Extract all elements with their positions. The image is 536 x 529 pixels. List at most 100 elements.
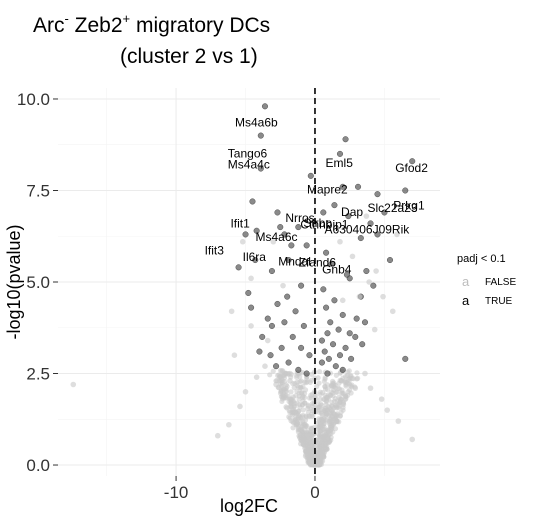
point-false	[248, 323, 254, 329]
point-false	[239, 238, 246, 245]
gene-label: Strbp	[303, 216, 332, 230]
point-true	[277, 224, 284, 231]
point-false	[349, 382, 355, 388]
point-false	[293, 393, 299, 399]
point-false	[337, 399, 343, 405]
point-true	[324, 330, 331, 337]
point-false	[281, 394, 287, 400]
point-true	[352, 333, 359, 340]
point-true	[298, 344, 305, 351]
point-false	[300, 442, 306, 448]
point-false	[237, 403, 243, 410]
point-false	[316, 368, 323, 375]
point-false	[346, 368, 352, 374]
point-false	[347, 375, 353, 381]
point-true	[274, 209, 281, 216]
point-false	[321, 415, 327, 421]
legend-false-label: FALSE	[485, 277, 516, 288]
point-false	[333, 372, 339, 378]
point-false	[309, 413, 315, 420]
point-false	[371, 326, 378, 333]
point-true	[298, 282, 305, 289]
point-true	[300, 322, 307, 329]
point-false	[305, 402, 311, 408]
point-true	[318, 337, 325, 344]
x-tick-label: 0	[310, 483, 319, 502]
point-false	[270, 368, 276, 374]
point-false	[279, 398, 285, 405]
point-false	[231, 352, 238, 359]
point-false	[309, 425, 315, 432]
point-false	[373, 268, 379, 274]
point-false	[296, 413, 303, 419]
point-false	[296, 390, 302, 396]
point-true	[325, 355, 332, 362]
point-true	[330, 341, 337, 348]
gene-label: Ms4a6b	[235, 115, 278, 129]
point-true	[274, 300, 281, 307]
point-false	[296, 401, 303, 408]
point-false	[384, 407, 391, 413]
point-true	[339, 311, 346, 318]
point-false	[324, 382, 330, 388]
point-true	[353, 315, 360, 322]
point-false	[349, 253, 356, 260]
point-true	[320, 286, 327, 293]
point-true	[268, 268, 275, 275]
point-true	[402, 187, 409, 194]
point-true	[264, 315, 271, 322]
gene-label: Prkg1	[393, 198, 425, 212]
point-false	[277, 373, 283, 380]
point-false	[286, 414, 292, 420]
point-true	[323, 304, 330, 311]
point-false	[343, 395, 349, 402]
point-true	[328, 260, 335, 267]
point-false	[324, 397, 330, 403]
point-true	[285, 257, 292, 264]
point-true	[306, 352, 313, 359]
point-false	[70, 381, 77, 388]
point-false	[290, 419, 296, 425]
point-false	[295, 420, 301, 426]
point-false	[367, 385, 374, 391]
y-tick-label: 2.5	[26, 365, 50, 384]
point-true	[355, 183, 362, 190]
point-false	[280, 282, 286, 289]
chart-title-line2: (cluster 2 vs 1)	[120, 45, 258, 68]
point-false	[329, 380, 336, 387]
point-true	[348, 355, 355, 362]
point-false	[317, 450, 323, 456]
point-false	[366, 279, 372, 285]
gene-label: Il6ra	[243, 250, 267, 264]
point-false	[352, 385, 359, 391]
point-false	[214, 432, 221, 439]
point-true	[370, 282, 377, 289]
point-false	[378, 396, 385, 402]
point-true	[307, 172, 314, 179]
point-true	[295, 224, 302, 231]
point-false	[316, 380, 322, 386]
point-false	[333, 389, 339, 395]
point-false	[253, 374, 260, 380]
gene-label: Zfand6	[299, 255, 337, 269]
point-true	[248, 304, 255, 311]
point-false	[389, 308, 396, 315]
gene-label: Tango6	[228, 147, 268, 161]
gene-label: Dap	[341, 205, 363, 219]
point-false	[287, 378, 293, 384]
point-false	[362, 370, 368, 377]
point-false	[317, 433, 323, 439]
gene-label: Mapre2	[307, 183, 348, 197]
point-true	[256, 348, 263, 355]
point-true	[268, 322, 275, 329]
point-false	[294, 374, 300, 380]
point-false	[288, 400, 294, 406]
point-false	[273, 381, 279, 388]
point-true	[257, 132, 264, 139]
point-true	[303, 370, 310, 377]
point-true	[303, 242, 310, 249]
gene-label: Ctnnbip1	[300, 217, 348, 231]
point-true	[386, 257, 393, 264]
point-true	[336, 150, 343, 157]
legend-false-key: a	[462, 274, 470, 289]
